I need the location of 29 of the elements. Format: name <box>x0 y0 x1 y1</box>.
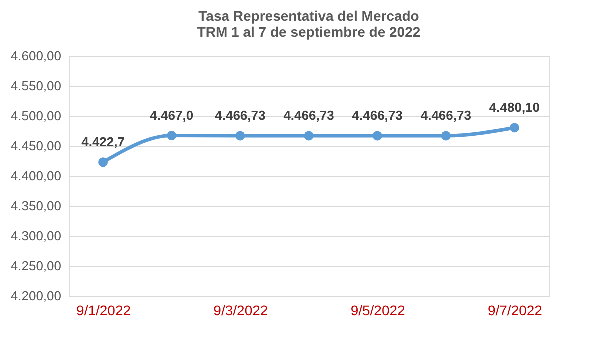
x-tick-label: 9/3/2022 <box>214 302 268 318</box>
y-tick-label: 4.550,00 <box>10 78 62 94</box>
data-label: 4.466,73 <box>420 108 472 123</box>
y-tick-label: 4.500,00 <box>10 108 62 124</box>
data-label: 4.422,7 <box>82 134 125 150</box>
point <box>236 131 246 141</box>
x-tick-label: 9/5/2022 <box>350 302 406 318</box>
text: Tasa Representativa del Mercado <box>198 8 420 24</box>
x-tick-label: 9/1/2022 <box>76 302 132 318</box>
y-tick-label: 4.450,00 <box>10 138 62 154</box>
point <box>372 131 382 141</box>
y-tick-label: 4.300,00 <box>10 228 62 244</box>
y-tick-label: 4.350,00 <box>10 198 62 214</box>
y-tick-label: 4.250,00 <box>10 258 62 274</box>
point <box>304 131 314 141</box>
data-label: 4.466,73 <box>284 108 334 123</box>
text: TRM 1 al 7 de septiembre de 2022 <box>197 24 421 40</box>
y-tick-label: 4.200,00 <box>10 288 62 304</box>
point <box>167 131 177 141</box>
data-label: 4.466,73 <box>352 108 403 123</box>
y-tick-label: 4.600,00 <box>10 48 62 64</box>
data-label: 4.480,10 <box>489 100 540 115</box>
point <box>510 123 520 133</box>
data-label: 4.466,73 <box>215 108 266 123</box>
point <box>441 131 451 141</box>
y-tick-label: 4.400,00 <box>10 168 62 184</box>
x-tick-label: 9/7/2022 <box>488 302 543 318</box>
data-label: 4.467,0 <box>150 108 194 123</box>
point <box>98 158 108 168</box>
